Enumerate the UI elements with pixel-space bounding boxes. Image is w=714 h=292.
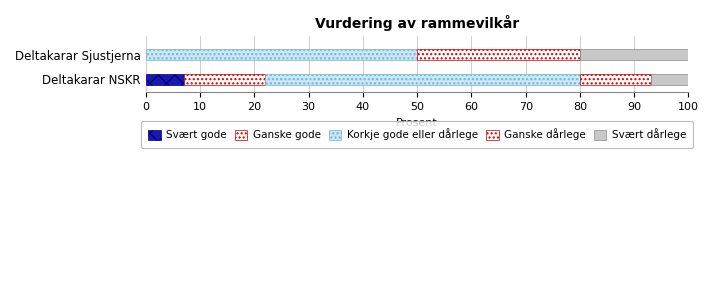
Legend: Svært gode, Ganske gode, Korkje gode eller dårlege, Ganske dårlege, Svært dårleg: Svært gode, Ganske gode, Korkje gode ell… [141, 121, 693, 148]
Bar [183, 74, 265, 85]
Bar [146, 74, 183, 85]
Bar [146, 49, 417, 60]
Bar [650, 74, 688, 85]
Bar [580, 49, 688, 60]
Bar [417, 49, 580, 60]
Title: Vurdering av rammevilkår: Vurdering av rammevilkår [315, 15, 519, 31]
X-axis label: Prosent: Prosent [396, 118, 438, 128]
Bar [580, 74, 650, 85]
Bar [265, 74, 580, 85]
